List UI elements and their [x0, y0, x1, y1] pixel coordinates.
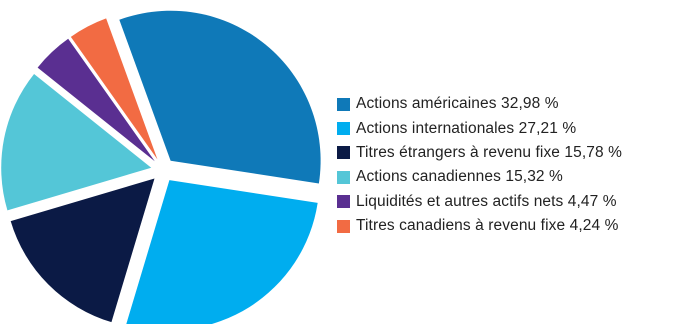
pie-slice	[119, 10, 321, 184]
legend-item: Liquidités et autres actifs nets 4,47 %	[337, 190, 622, 214]
pie-slice	[126, 180, 318, 324]
pie-slice	[1, 74, 152, 211]
legend-label: Liquidités et autres actifs nets 4,47 %	[356, 192, 617, 210]
pie-slices	[1, 10, 321, 324]
legend-swatch	[337, 122, 350, 136]
legend-item: Actions canadiennes 15,32 %	[337, 165, 622, 189]
legend-swatch	[337, 170, 350, 184]
legend-label: Actions internationales 27,21 %	[356, 119, 577, 137]
legend-item: Actions internationales 27,21 %	[337, 116, 622, 140]
legend: Actions américaines 32,98 % Actions inte…	[337, 92, 622, 238]
legend-item: Actions américaines 32,98 %	[337, 92, 622, 116]
pie-slice	[37, 38, 155, 162]
legend-label: Actions américaines 32,98 %	[356, 95, 559, 113]
pie-slice	[70, 18, 158, 160]
legend-label: Actions canadiennes 15,32 %	[356, 168, 563, 186]
legend-item: Titres étrangers à revenu fixe 15,78 %	[337, 141, 622, 165]
legend-swatch	[337, 146, 350, 160]
legend-swatch	[337, 97, 350, 111]
pie-slice	[10, 178, 155, 323]
legend-item: Titres canadiens à revenu fixe 4,24 %	[337, 214, 622, 238]
legend-label: Titres étrangers à revenu fixe 15,78 %	[356, 143, 622, 161]
legend-swatch	[337, 195, 350, 209]
legend-swatch	[337, 219, 350, 233]
legend-label: Titres canadiens à revenu fixe 4,24 %	[356, 217, 619, 235]
